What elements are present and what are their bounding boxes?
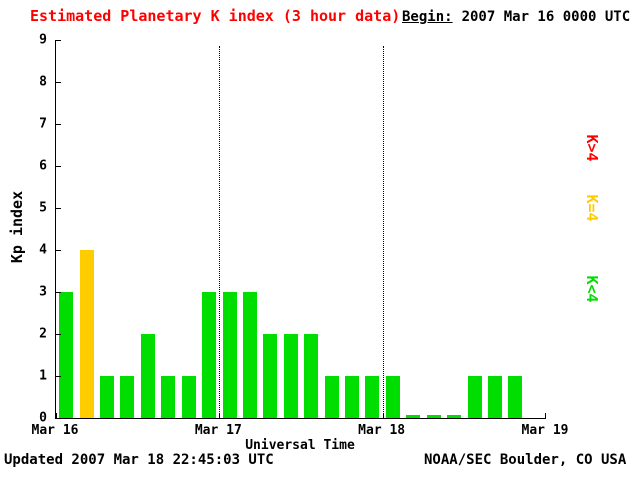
y-tick-mark [56, 334, 61, 335]
kp-bar [79, 250, 94, 418]
y-tick-label: 1 [39, 368, 47, 384]
x-tick-mark [382, 413, 384, 418]
plot-area [55, 40, 546, 419]
x-tick-label: Mar 16 [31, 423, 79, 438]
y-tick-mark [56, 124, 61, 125]
kp-bar [263, 334, 278, 418]
kp-bar [447, 415, 462, 418]
kp-bar [406, 415, 421, 418]
y-tick-label: 8 [39, 74, 47, 90]
y-tick-label: 6 [39, 158, 47, 174]
kp-bar [120, 376, 135, 418]
y-tick-mark [56, 292, 61, 293]
y-tick-label: 4 [39, 242, 47, 258]
kp-bar [365, 376, 380, 418]
kp-bar [345, 376, 360, 418]
y-tick-label: 0 [39, 410, 47, 426]
kp-bar [487, 376, 502, 418]
x-tick-label: Mar 19 [521, 423, 569, 438]
kp-bar [222, 292, 237, 418]
y-tick-mark [56, 40, 61, 41]
y-tick-mark [56, 166, 61, 167]
y-tick-label: 2 [39, 326, 47, 342]
x-tick-label: Mar 17 [194, 423, 242, 438]
kp-bar [467, 376, 482, 418]
x-tick-mark [545, 413, 546, 418]
y-tick-label: 3 [39, 284, 47, 300]
kp-bar [181, 376, 196, 418]
legend-k-gt-4: K>4 [583, 134, 601, 162]
kp-bar [385, 376, 400, 418]
x-axis-label: Universal Time [245, 438, 355, 453]
y-axis-label: Kp index [8, 190, 26, 264]
y-tick-mark [56, 208, 61, 209]
kp-bar [304, 334, 319, 418]
kp-bar [59, 292, 74, 418]
begin-value: 2007 Mar 16 0000 UTC [461, 9, 631, 25]
legend-k-lt-4: K<4 [583, 275, 601, 303]
y-tick-label: 5 [39, 200, 47, 216]
kp-bar [161, 376, 176, 418]
begin-label: Begin: [402, 9, 453, 25]
x-tick-mark [219, 413, 221, 418]
source-credit: NOAA/SEC Boulder, CO USA [424, 452, 627, 468]
y-tick-mark [56, 82, 61, 83]
y-tick-label: 7 [39, 116, 47, 132]
kp-bar [140, 334, 155, 418]
x-tick-mark [56, 413, 57, 418]
kp-bar [202, 292, 217, 418]
kp-bar [324, 376, 339, 418]
day-separator-line [382, 46, 384, 418]
y-tick-mark [56, 250, 61, 251]
y-tick-mark [56, 418, 61, 419]
kp-bar [242, 292, 257, 418]
day-separator-line [219, 46, 221, 418]
kp-bar [508, 376, 523, 418]
updated-timestamp: Updated 2007 Mar 18 22:45:03 UTC [4, 452, 274, 468]
y-tick-mark [56, 376, 61, 377]
chart-title: Estimated Planetary K index (3 hour data… [30, 7, 401, 25]
kp-bar [426, 415, 441, 418]
kp-bar [283, 334, 298, 418]
begin-time: Begin: 2007 Mar 16 0000 UTC [402, 9, 630, 25]
legend-k-eq-4: K=4 [583, 194, 601, 222]
x-tick-label: Mar 18 [358, 423, 406, 438]
kp-bar [100, 376, 115, 418]
y-tick-label: 9 [39, 32, 47, 48]
